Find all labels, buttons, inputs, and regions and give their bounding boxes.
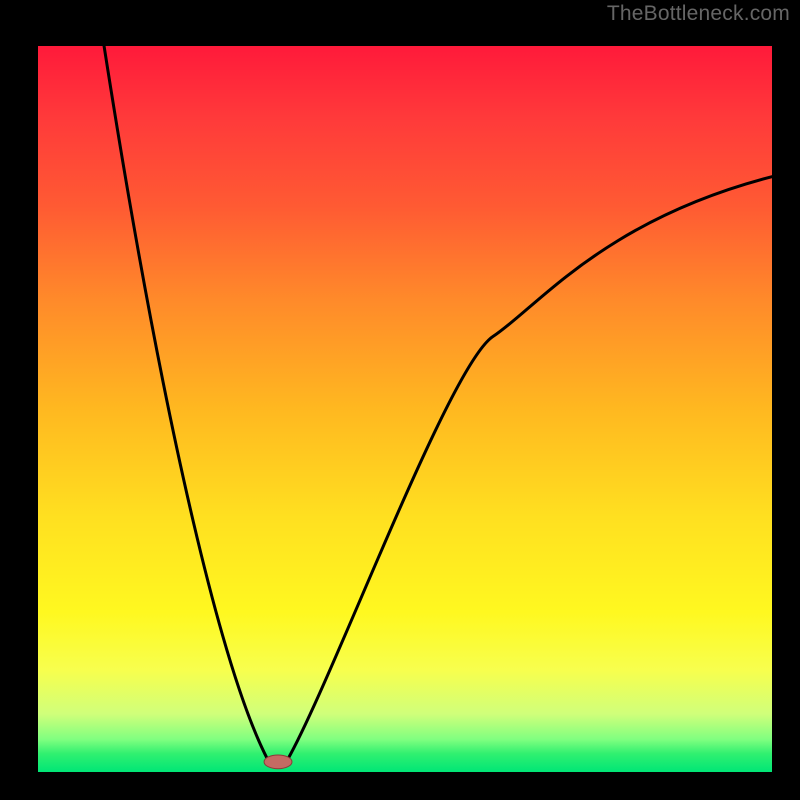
chart-frame bbox=[20, 28, 790, 790]
watermark-text: TheBottleneck.com bbox=[607, 2, 790, 26]
chart-svg bbox=[20, 28, 790, 790]
